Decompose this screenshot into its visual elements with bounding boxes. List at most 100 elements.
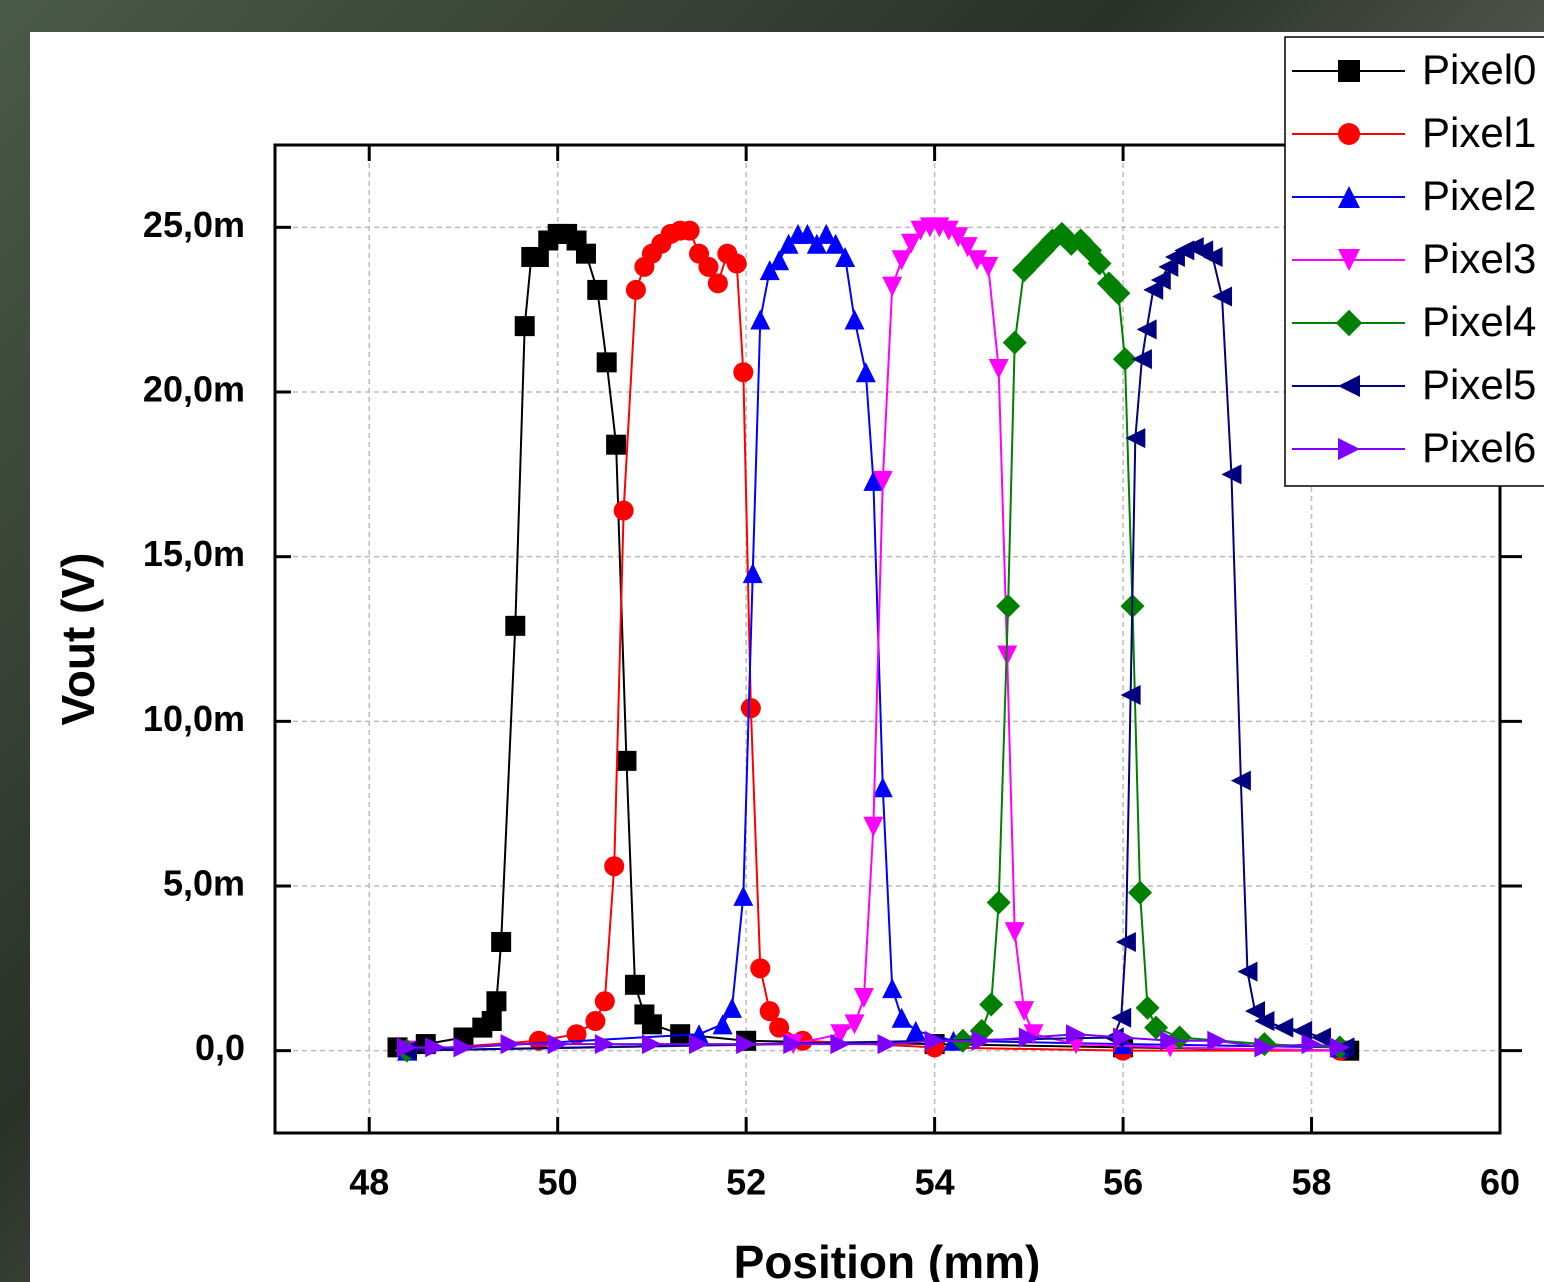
data-point bbox=[733, 885, 754, 906]
data-point bbox=[1002, 330, 1027, 355]
data-point bbox=[698, 256, 719, 277]
data-point bbox=[978, 256, 999, 277]
y-tick-label: 25,0m bbox=[143, 204, 245, 245]
data-point bbox=[453, 1037, 474, 1058]
x-tick-label: 50 bbox=[538, 1162, 578, 1203]
data-point bbox=[750, 958, 771, 979]
data-point bbox=[844, 309, 865, 330]
data-point bbox=[872, 777, 893, 798]
data-point bbox=[575, 243, 596, 264]
data-point bbox=[425, 1037, 446, 1058]
data-point bbox=[733, 362, 754, 383]
data-point bbox=[585, 1011, 606, 1032]
data-point bbox=[1065, 1024, 1086, 1045]
data-point bbox=[594, 991, 615, 1012]
data-point bbox=[1273, 1017, 1294, 1038]
legend-marker bbox=[1335, 309, 1363, 337]
data-point bbox=[641, 1014, 662, 1035]
data-point bbox=[759, 1001, 780, 1022]
data-point bbox=[670, 1024, 691, 1045]
x-tick-label: 58 bbox=[1292, 1162, 1332, 1203]
data-point bbox=[938, 220, 959, 241]
data-point bbox=[528, 1030, 549, 1051]
data-point bbox=[1115, 931, 1136, 952]
x-axis-label: Position (mm) bbox=[734, 1236, 1041, 1282]
data-point bbox=[1112, 347, 1137, 372]
data-point bbox=[986, 890, 1011, 915]
data-point bbox=[547, 1034, 568, 1055]
legend-box bbox=[1284, 36, 1544, 487]
data-point bbox=[1136, 319, 1157, 340]
data-point bbox=[1023, 1024, 1044, 1045]
plot-frame bbox=[273, 143, 1502, 1135]
data-point bbox=[505, 615, 526, 636]
data-point bbox=[971, 1030, 992, 1051]
x-tick-label: 48 bbox=[349, 1162, 389, 1203]
y-tick-label: 10,0m bbox=[143, 698, 245, 739]
data-point bbox=[707, 273, 728, 294]
data-point bbox=[835, 246, 856, 267]
data-point bbox=[491, 931, 512, 952]
data-point bbox=[1254, 1037, 1275, 1058]
data-point bbox=[740, 698, 761, 719]
data-point bbox=[830, 1024, 851, 1045]
data-point bbox=[877, 1034, 898, 1055]
legend-label: Pixel2 bbox=[1422, 172, 1536, 219]
data-point bbox=[863, 816, 884, 837]
x-tick-label: 56 bbox=[1103, 1162, 1143, 1203]
data-point bbox=[1254, 1011, 1275, 1032]
data-point bbox=[996, 594, 1021, 619]
data-point bbox=[1310, 1027, 1331, 1048]
data-point bbox=[486, 991, 507, 1012]
data-point bbox=[783, 1034, 804, 1055]
legend-marker bbox=[1338, 186, 1360, 208]
legend-label: Pixel4 bbox=[1422, 298, 1536, 345]
data-point bbox=[1135, 995, 1160, 1020]
data-point bbox=[816, 223, 837, 244]
data-point bbox=[957, 237, 978, 258]
data-point bbox=[1245, 1001, 1265, 1022]
data-point bbox=[1237, 961, 1258, 982]
data-point bbox=[882, 978, 903, 999]
data-point bbox=[863, 470, 884, 491]
data-point bbox=[1113, 1027, 1134, 1048]
data-point bbox=[1158, 256, 1179, 277]
data-point bbox=[844, 1014, 865, 1035]
data-point bbox=[481, 1011, 502, 1032]
data-point bbox=[606, 434, 627, 455]
data-point bbox=[1131, 349, 1152, 370]
data-point bbox=[924, 1030, 945, 1051]
data-point bbox=[604, 856, 625, 877]
data-point bbox=[1150, 270, 1171, 291]
data-point bbox=[891, 1007, 912, 1028]
legend-label: Pixel6 bbox=[1422, 424, 1536, 471]
data-point bbox=[1292, 1020, 1313, 1041]
data-point bbox=[797, 223, 818, 244]
data-point bbox=[396, 1037, 417, 1058]
data-point bbox=[587, 279, 608, 300]
data-point bbox=[769, 250, 790, 271]
data-point bbox=[712, 1014, 733, 1035]
data-point bbox=[616, 750, 637, 771]
data-point bbox=[596, 352, 617, 373]
data-point bbox=[1106, 281, 1131, 306]
y-tick-label: 0,0 bbox=[195, 1027, 245, 1068]
data-point bbox=[1087, 251, 1112, 276]
data-point bbox=[500, 1034, 521, 1055]
x-tick-label: 54 bbox=[915, 1162, 955, 1203]
data-point bbox=[624, 974, 645, 995]
legend-marker bbox=[1338, 375, 1360, 397]
data-point bbox=[901, 233, 922, 254]
data-point bbox=[1207, 1030, 1228, 1051]
y-tick-label: 20,0m bbox=[143, 369, 245, 410]
data-point bbox=[528, 246, 549, 267]
data-point bbox=[825, 233, 846, 254]
data-point bbox=[641, 1034, 662, 1055]
data-point bbox=[1202, 246, 1223, 267]
data-point bbox=[750, 309, 771, 330]
data-point bbox=[1111, 1007, 1132, 1028]
data-point bbox=[566, 1024, 587, 1045]
legend-label: Pixel3 bbox=[1422, 235, 1536, 282]
